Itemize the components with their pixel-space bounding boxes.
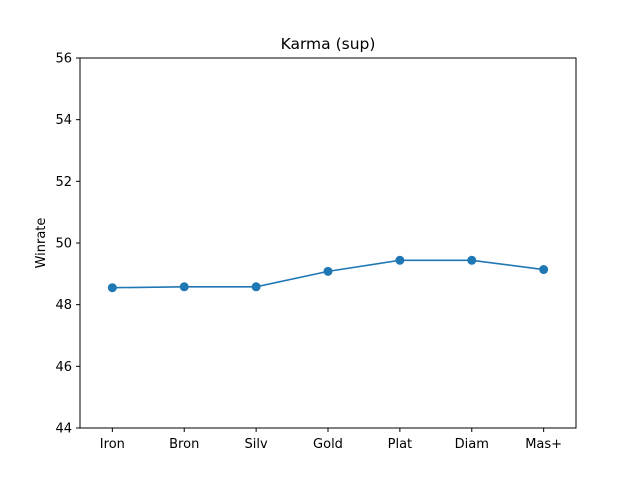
y-tick-label: 56 <box>55 52 72 67</box>
data-point <box>179 282 189 292</box>
data-point <box>395 255 405 265</box>
x-tick-label: Gold <box>313 437 343 452</box>
y-tick-label: 44 <box>55 422 72 437</box>
data-point <box>251 282 261 292</box>
data-point <box>467 255 477 265</box>
x-tick-label: Mas+ <box>525 437 562 452</box>
chart-title: Karma (sup) <box>281 35 376 53</box>
data-point <box>107 283 117 293</box>
y-tick-label: 52 <box>55 175 72 190</box>
y-tick-label: 46 <box>55 360 72 375</box>
x-tick-label: Silv <box>245 437 268 452</box>
x-tick-label: Iron <box>100 437 125 452</box>
plot-area <box>80 58 576 428</box>
x-tick-label: Plat <box>388 437 413 452</box>
y-axis-label: Winrate <box>34 218 49 269</box>
y-tick-label: 48 <box>55 298 72 313</box>
data-point <box>539 265 549 275</box>
y-tick-label: 50 <box>55 237 72 252</box>
x-tick-label: Bron <box>169 437 199 452</box>
x-axis: Iron Bron Silv Gold Plat Diam Mas+ <box>100 428 562 452</box>
y-tick-label: 54 <box>55 113 72 128</box>
y-axis: 44 46 48 50 52 54 56 <box>55 52 80 437</box>
data-point <box>323 266 333 276</box>
x-tick-label: Diam <box>455 437 489 452</box>
series-layer <box>107 255 549 293</box>
